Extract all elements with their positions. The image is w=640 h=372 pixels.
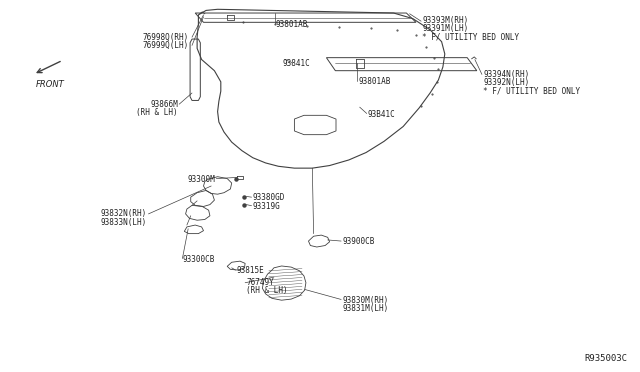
Text: * F/ UTILITY BED ONLY: * F/ UTILITY BED ONLY — [422, 33, 520, 42]
Text: 76998Q(RH): 76998Q(RH) — [143, 33, 189, 42]
Text: 93B41C: 93B41C — [368, 110, 396, 119]
Text: 93319G: 93319G — [253, 202, 280, 211]
Text: 93833N(LH): 93833N(LH) — [101, 218, 147, 227]
Text: 93393M(RH): 93393M(RH) — [422, 16, 468, 25]
Text: (RH & LH): (RH & LH) — [246, 286, 288, 295]
Text: 93801AB: 93801AB — [358, 77, 391, 86]
Text: 76999Q(LH): 76999Q(LH) — [143, 41, 189, 50]
Text: 76749Y: 76749Y — [246, 278, 274, 287]
Text: * F/ UTILITY BED ONLY: * F/ UTILITY BED ONLY — [483, 86, 580, 95]
Text: 93900CB: 93900CB — [342, 237, 375, 246]
Text: 93866M: 93866M — [150, 100, 178, 109]
Text: 93300M: 93300M — [188, 175, 215, 184]
Text: 93392N(LH): 93392N(LH) — [483, 78, 529, 87]
Text: 93830M(RH): 93830M(RH) — [342, 296, 388, 305]
Text: 93300CB: 93300CB — [182, 255, 215, 264]
Text: 93391M(LH): 93391M(LH) — [422, 24, 468, 33]
Text: R935003C: R935003C — [584, 354, 627, 363]
Text: 93832N(RH): 93832N(RH) — [101, 209, 147, 218]
Text: 93394N(RH): 93394N(RH) — [483, 70, 529, 79]
Text: 93841C: 93841C — [283, 59, 310, 68]
Text: 93831M(LH): 93831M(LH) — [342, 304, 388, 313]
Text: 93815E: 93815E — [237, 266, 264, 275]
Text: 93380GD: 93380GD — [253, 193, 285, 202]
Text: FRONT: FRONT — [36, 80, 64, 89]
Text: (RH & LH): (RH & LH) — [136, 108, 178, 117]
Text: 93801AB: 93801AB — [275, 20, 308, 29]
